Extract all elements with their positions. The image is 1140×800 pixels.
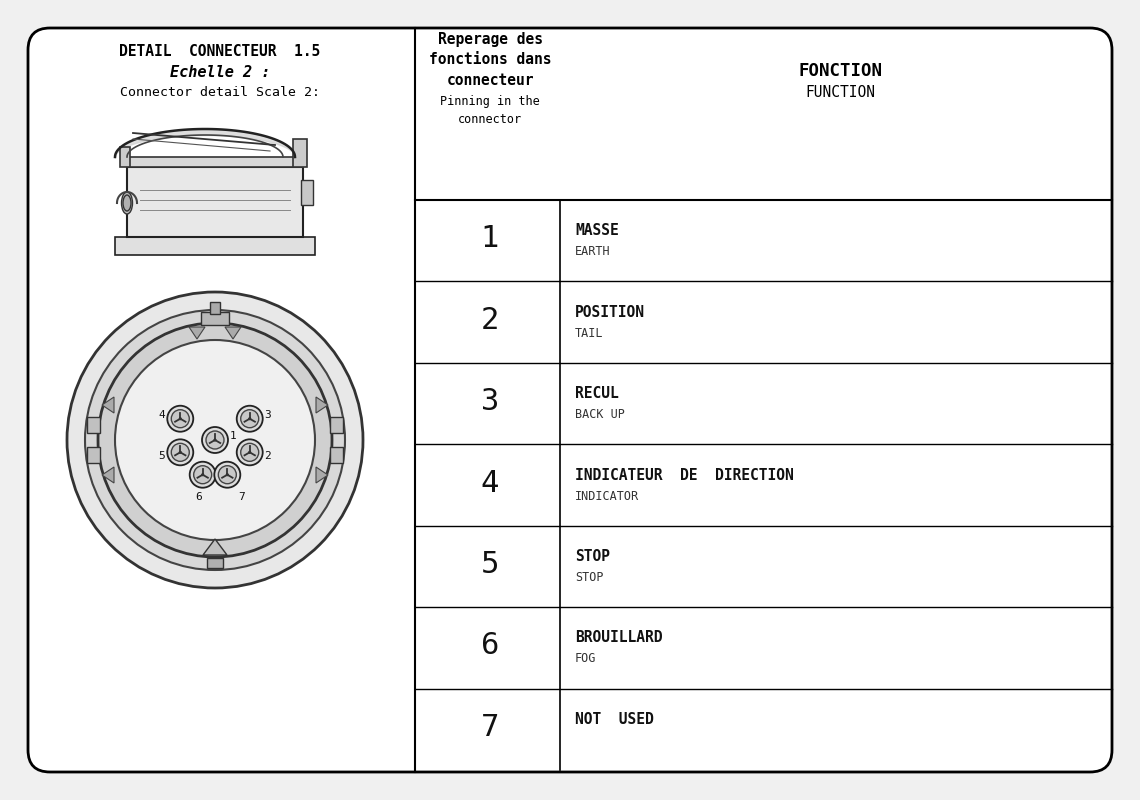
Polygon shape xyxy=(225,327,241,339)
FancyBboxPatch shape xyxy=(127,157,303,167)
Text: 7: 7 xyxy=(481,713,499,742)
Circle shape xyxy=(67,292,363,588)
Text: MASSE: MASSE xyxy=(575,223,619,238)
Polygon shape xyxy=(101,397,114,413)
Text: 3: 3 xyxy=(481,387,499,416)
Circle shape xyxy=(237,439,262,466)
Text: 6: 6 xyxy=(481,631,499,660)
FancyBboxPatch shape xyxy=(120,147,130,167)
Text: STOP: STOP xyxy=(575,549,610,564)
Text: fonctions dans: fonctions dans xyxy=(429,52,552,67)
Text: 2: 2 xyxy=(481,306,499,334)
FancyBboxPatch shape xyxy=(293,139,307,167)
Text: 6: 6 xyxy=(195,492,202,502)
Text: 5: 5 xyxy=(158,451,164,462)
Circle shape xyxy=(241,410,259,428)
Text: Reperage des: Reperage des xyxy=(438,32,543,47)
Text: 1: 1 xyxy=(481,224,499,254)
Circle shape xyxy=(214,462,241,488)
Circle shape xyxy=(237,406,262,432)
Text: INDICATOR: INDICATOR xyxy=(575,490,640,502)
Polygon shape xyxy=(329,417,343,433)
Text: INDICATEUR  DE  DIRECTION: INDICATEUR DE DIRECTION xyxy=(575,467,793,482)
Polygon shape xyxy=(201,312,229,325)
Circle shape xyxy=(226,474,228,476)
Text: STOP: STOP xyxy=(575,571,603,584)
Circle shape xyxy=(214,438,217,442)
Circle shape xyxy=(179,451,181,454)
FancyBboxPatch shape xyxy=(207,558,223,568)
Circle shape xyxy=(206,431,223,449)
Text: BACK UP: BACK UP xyxy=(575,408,625,421)
Text: POSITION: POSITION xyxy=(575,305,645,320)
Polygon shape xyxy=(101,467,114,483)
Text: 1: 1 xyxy=(229,431,236,441)
Text: NOT  USED: NOT USED xyxy=(575,712,653,726)
Circle shape xyxy=(98,323,332,557)
Circle shape xyxy=(189,462,215,488)
Polygon shape xyxy=(87,417,100,433)
Circle shape xyxy=(115,340,315,540)
FancyBboxPatch shape xyxy=(28,28,1112,772)
Text: Pinning in the: Pinning in the xyxy=(440,95,540,108)
Polygon shape xyxy=(189,327,205,339)
Text: Connector detail Scale 2:: Connector detail Scale 2: xyxy=(120,86,320,99)
Text: 4: 4 xyxy=(158,410,165,420)
Text: 7: 7 xyxy=(238,492,245,502)
Text: 3: 3 xyxy=(264,410,271,420)
FancyBboxPatch shape xyxy=(301,180,314,205)
Polygon shape xyxy=(203,539,227,555)
Circle shape xyxy=(171,443,189,462)
Ellipse shape xyxy=(123,195,131,211)
Text: FUNCTION: FUNCTION xyxy=(805,85,876,100)
Text: 4: 4 xyxy=(481,469,499,498)
Text: Echelle 2 :: Echelle 2 : xyxy=(170,65,270,80)
Circle shape xyxy=(249,418,251,420)
Text: RECUL: RECUL xyxy=(575,386,619,401)
Polygon shape xyxy=(316,397,328,413)
Circle shape xyxy=(202,474,204,476)
Text: FOG: FOG xyxy=(575,652,596,666)
Circle shape xyxy=(202,427,228,453)
Polygon shape xyxy=(316,467,328,483)
Circle shape xyxy=(86,310,345,570)
FancyBboxPatch shape xyxy=(127,167,303,237)
Circle shape xyxy=(168,406,194,432)
Circle shape xyxy=(194,466,212,484)
Text: DETAIL  CONNECTEUR  1.5: DETAIL CONNECTEUR 1.5 xyxy=(120,44,320,59)
Text: 2: 2 xyxy=(264,451,271,462)
Text: EARTH: EARTH xyxy=(575,246,611,258)
Circle shape xyxy=(219,466,236,484)
Text: FONCTION: FONCTION xyxy=(798,62,882,80)
Circle shape xyxy=(249,451,251,454)
Circle shape xyxy=(241,443,259,462)
FancyBboxPatch shape xyxy=(210,302,220,314)
Circle shape xyxy=(171,410,189,428)
Polygon shape xyxy=(329,447,343,463)
Circle shape xyxy=(168,439,194,466)
FancyBboxPatch shape xyxy=(115,237,315,255)
Text: BROUILLARD: BROUILLARD xyxy=(575,630,662,646)
Text: 5: 5 xyxy=(481,550,499,579)
Text: connector: connector xyxy=(458,113,522,126)
Polygon shape xyxy=(87,447,100,463)
Ellipse shape xyxy=(122,192,132,214)
Text: connecteur: connecteur xyxy=(446,73,534,88)
Circle shape xyxy=(179,418,181,420)
Text: TAIL: TAIL xyxy=(575,326,603,340)
